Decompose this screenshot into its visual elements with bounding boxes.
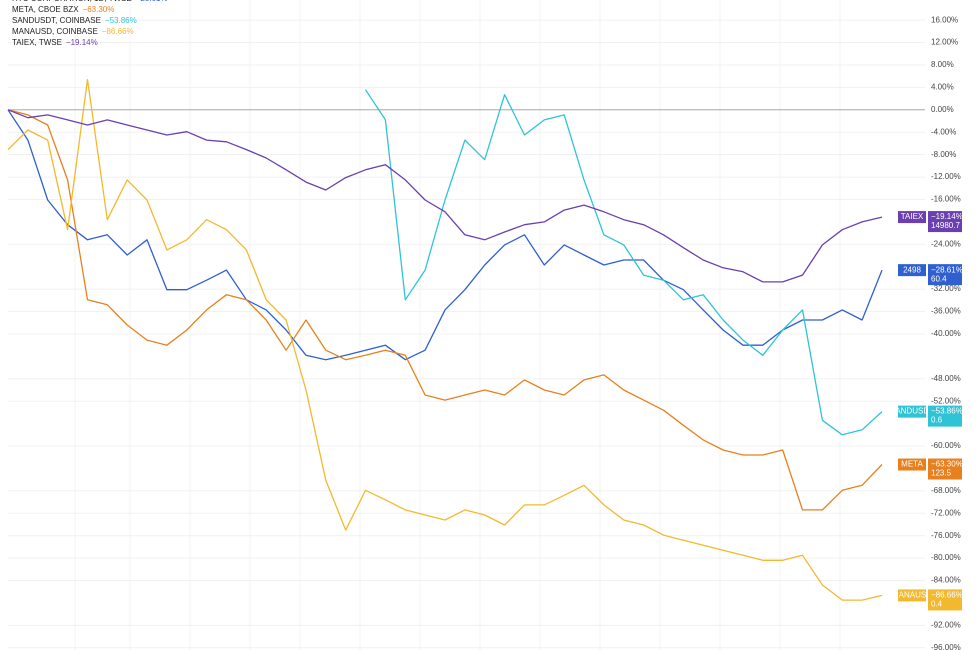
price-label-change: −28.61%	[931, 265, 963, 274]
y-tick-label: -76.00%	[931, 531, 961, 540]
series-line	[7, 78, 883, 601]
y-tick-label: -32.00%	[931, 284, 961, 293]
y-tick-label: -92.00%	[931, 620, 961, 629]
price-label-change: −86.66%	[931, 591, 963, 600]
price-label-name-box	[898, 458, 926, 471]
price-label-change: −63.30%	[931, 460, 963, 469]
series-line	[364, 89, 883, 436]
legend-name: SANDUSDT, COINBASE	[12, 16, 101, 25]
price-label-name-box	[898, 405, 926, 418]
price-label-price: 60.4	[931, 274, 947, 283]
series-line	[7, 109, 883, 511]
price-label-name-box	[898, 264, 926, 277]
y-tick-label: 12.00%	[931, 38, 958, 47]
price-label-price: 0.6	[931, 416, 943, 425]
legend-name: TAIEX, TWSE	[12, 38, 62, 47]
legend-change: −86.66%	[102, 27, 134, 36]
legend-entry: MANAUSD, COINBASE −86.66%	[12, 27, 134, 36]
legend-name: MANAUSD, COINBASE	[12, 27, 98, 36]
y-tick-label: -4.00%	[931, 127, 956, 136]
legend-name: META, CBOE BZX	[12, 5, 79, 14]
y-tick-label: -16.00%	[931, 195, 961, 204]
price-label-name-box	[898, 589, 926, 602]
price-label-change: −19.14%	[931, 212, 963, 221]
price-label-name-box	[898, 211, 926, 224]
y-tick-label: -72.00%	[931, 508, 961, 517]
y-tick-label: 16.00%	[931, 15, 958, 24]
price-label-change: −53.86%	[931, 407, 963, 416]
y-tick-label: -48.00%	[931, 374, 961, 383]
y-tick-label: -84.00%	[931, 576, 961, 585]
price-label-value-box	[928, 458, 962, 480]
price-label-value-box	[928, 589, 962, 611]
legend-entry: TAIEX, TWSE −19.14%	[12, 38, 98, 47]
legend-change: −63.30%	[83, 5, 115, 14]
legend-change: −19.14%	[66, 38, 98, 47]
price-label-value-box	[928, 264, 962, 286]
y-tick-label: -68.00%	[931, 486, 961, 495]
legend-change: −28.61%	[136, 0, 168, 3]
series-line	[7, 109, 883, 283]
series-line	[7, 109, 883, 361]
y-tick-label: -80.00%	[931, 553, 961, 562]
y-tick-label: 0.00%	[931, 105, 954, 114]
price-label-price: 123.5	[931, 469, 952, 478]
legend-entry: SANDUSDT, COINBASE −53.86%	[12, 16, 137, 25]
y-tick-label: -60.00%	[931, 441, 961, 450]
price-label-name: TAIEX	[901, 212, 924, 221]
price-label-value-box	[928, 211, 962, 233]
legend-change: −53.86%	[105, 16, 137, 25]
price-label-price: 0.4	[931, 600, 943, 609]
y-tick-label: 8.00%	[931, 60, 954, 69]
y-tick-label: -24.00%	[931, 239, 961, 248]
price-label-price: 14980.7	[931, 221, 960, 230]
y-tick-label: -8.00%	[931, 150, 956, 159]
price-label-value-box	[928, 405, 962, 427]
y-tick-label: -52.00%	[931, 396, 961, 405]
y-tick-label: 4.00%	[931, 83, 954, 92]
price-label-name: SANDUSDT	[890, 407, 934, 416]
y-tick-label: -96.00%	[931, 643, 961, 650]
legend-entry: META, CBOE BZX −63.30%	[12, 5, 114, 14]
legend-entry: HTC CORPORATION, 1D, TWSE −28.61%	[12, 0, 168, 3]
price-label-name: MANAUSD	[892, 591, 932, 600]
y-tick-label: -36.00%	[931, 307, 961, 316]
y-tick-label: -12.00%	[931, 172, 961, 181]
price-label-name: 2498	[903, 265, 921, 274]
price-label-name: META	[901, 460, 923, 469]
legend-name: HTC CORPORATION, 1D, TWSE	[12, 0, 132, 3]
y-tick-label: -40.00%	[931, 329, 961, 338]
